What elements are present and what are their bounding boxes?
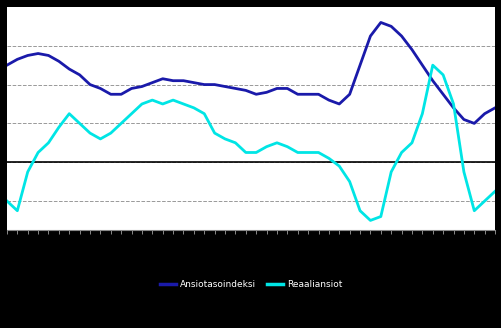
Legend: Ansiotasoindeksi, Reaaliansiot: Ansiotasoindeksi, Reaaliansiot	[156, 276, 345, 293]
